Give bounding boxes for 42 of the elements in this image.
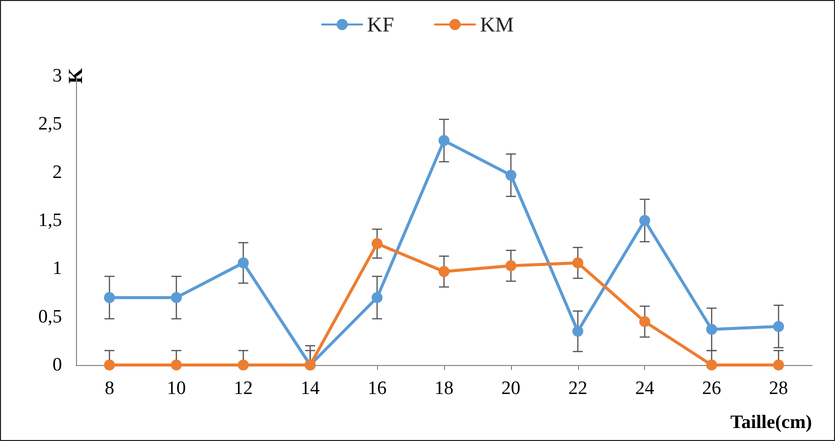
x-tick-label: 16: [368, 378, 387, 399]
point: [170, 360, 182, 370]
point: [104, 292, 115, 304]
point: [706, 360, 718, 370]
point: [773, 360, 784, 370]
point: [505, 170, 516, 181]
point: [170, 292, 182, 304]
point: [238, 360, 249, 370]
legend-label: KF: [367, 12, 394, 36]
y-tick-label: 0: [52, 354, 62, 376]
x-tick-label: 28: [769, 378, 788, 399]
x-tick-label: 8: [104, 378, 114, 399]
x-tick-label: 10: [166, 378, 186, 399]
point: [572, 326, 584, 337]
point: [438, 135, 450, 146]
y-tick-label: 2: [52, 162, 62, 183]
point: [438, 266, 450, 278]
y-tick-label: 0,5: [38, 306, 62, 328]
x-tick-label: 20: [501, 378, 520, 399]
x-tick-label: 18: [434, 378, 454, 399]
point: [572, 257, 584, 268]
x-tick-label: 22: [568, 378, 588, 399]
point: [372, 238, 383, 250]
point: [773, 320, 784, 332]
x-tick-label: 12: [234, 378, 253, 399]
legend-label: KM: [480, 12, 514, 36]
y-tick-label: 1,5: [38, 210, 62, 231]
y-tick-label: 1: [52, 258, 62, 280]
x-axis-title: Taille(cm): [730, 412, 812, 433]
point: [639, 215, 650, 226]
point: [505, 260, 516, 272]
point: [238, 257, 249, 268]
x-tick-label: 24: [635, 378, 655, 399]
point: [706, 324, 718, 335]
y-tick-label: 3: [52, 66, 62, 86]
x-tick-label: 26: [702, 378, 722, 399]
x-tick-label: 14: [300, 378, 320, 399]
y-axis-title: K: [65, 68, 87, 84]
point: [104, 360, 115, 370]
point: [639, 316, 650, 328]
y-tick-label: 2,5: [38, 114, 62, 135]
point: [372, 292, 383, 304]
